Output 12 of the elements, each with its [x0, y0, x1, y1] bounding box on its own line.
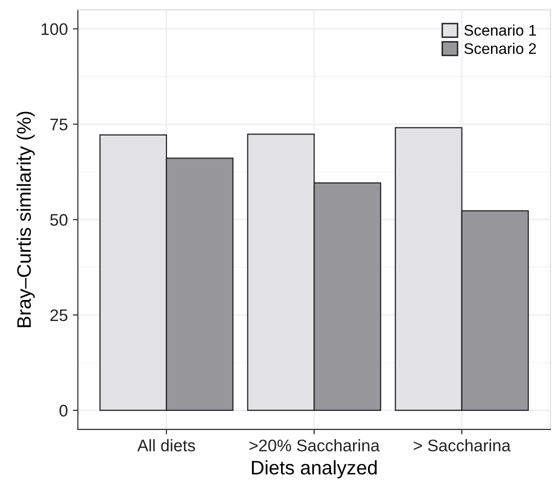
x-axis-title: Diets analyzed — [252, 460, 377, 478]
x-tick-label: All diets — [137, 439, 196, 452]
y-tick-label: 0 — [60, 404, 68, 417]
x-tick-label: >20% Saccharina — [249, 439, 380, 452]
y-tick-label: 50 — [50, 214, 68, 226]
legend-label: Scenario 2 — [464, 42, 536, 54]
y-tick-label: 75 — [50, 118, 68, 130]
y-tick-label: 25 — [50, 309, 68, 322]
legend-label: Scenario 1 — [464, 24, 536, 36]
y-tick-label: 100 — [42, 23, 68, 36]
x-tick-label: > Saccharina — [414, 439, 511, 452]
y-axis-title: Bray–Curtis similarity (%) — [16, 112, 35, 328]
